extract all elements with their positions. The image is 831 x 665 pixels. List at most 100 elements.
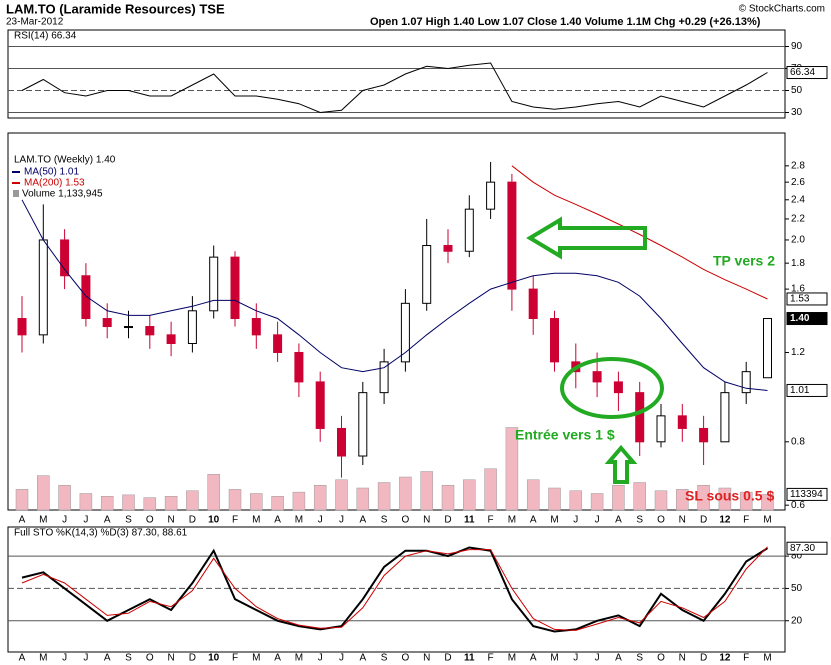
annotation: SL sous 0.5 $ (685, 488, 774, 504)
x-tick-label: N (423, 653, 430, 664)
volume-bar (292, 491, 306, 511)
candle-body (422, 245, 432, 304)
x-tick-label: N (679, 653, 686, 664)
legend-entry: RSI(14) 66.34 (14, 31, 77, 42)
volume-bar (58, 485, 71, 511)
candle-body (230, 256, 240, 320)
candle-body (273, 334, 283, 353)
y-tick-label: 1.6 (791, 284, 805, 295)
arrow-up (604, 444, 638, 484)
x-tick-label: D (700, 653, 707, 664)
candle-body (763, 318, 772, 379)
y-tick-label: 30 (791, 107, 803, 118)
x-tick-label: D (700, 515, 707, 526)
y-tick-label: 1.8 (791, 258, 805, 269)
y-tick-label: 2.6 (791, 177, 805, 188)
series-line (21, 62, 768, 114)
volume-bar (122, 494, 135, 511)
x-tick-label: N (167, 515, 174, 526)
candle-body (315, 381, 325, 429)
value-tag-label: 113394 (790, 489, 823, 500)
x-tick-label: A (274, 653, 281, 664)
volume-bar (15, 489, 29, 511)
price-panel (7, 132, 786, 511)
x-tick-label: F (743, 515, 749, 526)
volume-bar (207, 474, 220, 511)
value-tag (786, 383, 828, 397)
candle-body (187, 310, 197, 344)
value-tag-label: 1.53 (790, 294, 810, 305)
x-tick-label: 12 (719, 515, 731, 526)
annotation: Entrée vers 1 $ (515, 427, 615, 443)
x-tick-label: 12 (719, 653, 731, 664)
y-tick-label: 50 (791, 85, 803, 96)
candle-body (720, 392, 730, 443)
volume-bar (37, 475, 50, 511)
panel-title: Full STO %K(14,3) %D(3) 87.30, 88.61 (14, 528, 188, 539)
value-tag-label: 66.34 (790, 67, 815, 78)
value-tag-label: 87.30 (790, 543, 815, 554)
x-tick-label: S (381, 515, 388, 526)
volume-bar (484, 468, 497, 511)
x-tick-label: N (423, 515, 430, 526)
candle-body (17, 318, 27, 336)
x-tick-label: J (339, 515, 344, 526)
candle-body (379, 361, 389, 394)
volume-bar (271, 496, 284, 511)
candle-body (358, 392, 368, 457)
value-tag-label: 1.40 (790, 313, 810, 324)
candle-body (60, 239, 70, 277)
x-tick-label: J (318, 515, 323, 526)
x-tick-label: J (573, 653, 578, 664)
x-tick-label: A (19, 515, 26, 526)
x-tick-label: F (232, 515, 238, 526)
volume-bar (633, 482, 646, 511)
x-tick-label: O (657, 653, 665, 664)
volume-bar (143, 497, 157, 511)
candle-body (294, 351, 304, 383)
value-tag (786, 66, 828, 80)
x-tick-label: A (104, 515, 111, 526)
candle-body (613, 381, 623, 394)
series-line (21, 546, 768, 631)
volume-bar (399, 476, 412, 511)
legend-swatch (13, 190, 19, 197)
copyright: © StockCharts.com (739, 4, 825, 15)
x-tick-label: D (189, 653, 196, 664)
candle-body (464, 208, 474, 252)
candle-body (145, 326, 155, 336)
legend-entry: MA(200) 1.53 (24, 178, 85, 189)
series-line (21, 546, 769, 633)
legend-entry: Volume 1,133,945 (22, 189, 103, 200)
volume-bar (676, 489, 689, 511)
x-tick-label: A (615, 653, 622, 664)
x-tick-label: O (402, 653, 410, 664)
x-tick-label: D (189, 515, 196, 526)
candle-body (677, 415, 687, 429)
volume-bar (335, 479, 348, 511)
candle-body (741, 371, 751, 394)
x-tick-label: M (763, 653, 771, 664)
y-tick-label: 90 (791, 41, 803, 52)
x-tick-label: J (339, 653, 344, 664)
candle-body (656, 415, 666, 443)
sto-panel (7, 526, 786, 653)
y-tick-label: 1.2 (791, 347, 805, 358)
x-tick-label: F (743, 653, 749, 664)
date: 23-Mar-2012 (6, 17, 64, 28)
candle-body (251, 318, 261, 336)
volume-bar (718, 487, 732, 511)
volume-bar (79, 493, 93, 511)
value-tag (786, 541, 828, 555)
x-tick-label: A (19, 653, 26, 664)
y-tick-label: 2.2 (791, 214, 805, 225)
x-tick-label: M (508, 653, 516, 664)
x-tick-label: O (146, 515, 154, 526)
volume-bar (612, 485, 625, 511)
x-tick-label: D (444, 653, 451, 664)
x-tick-label: A (615, 515, 622, 526)
x-tick-label: A (530, 653, 537, 664)
x-tick-label: S (636, 515, 643, 526)
x-tick-label: 10 (208, 515, 220, 526)
